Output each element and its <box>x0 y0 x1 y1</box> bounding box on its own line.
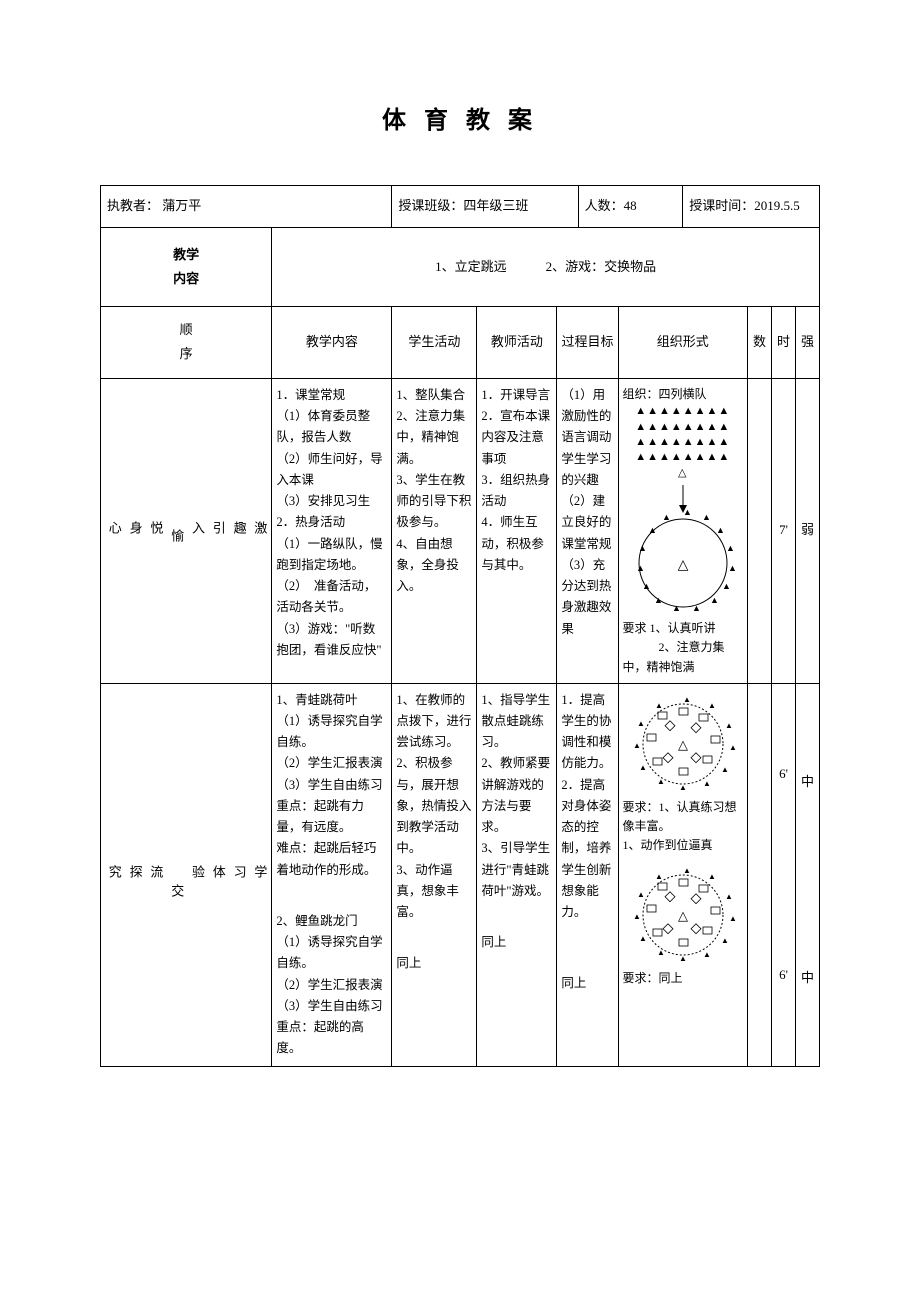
svg-text:▲: ▲ <box>633 912 641 921</box>
svg-text:△: △ <box>677 558 688 573</box>
formation-circle-3: △ ▲ ▲ ▲ ▲ ▲ ▲ ▲ ▲ ▲ ▲ ▲ ▲ <box>623 865 743 965</box>
svg-text:▲: ▲ <box>633 741 641 750</box>
formation-circle-1: △ ▲▲▲ ▲▲▲ ▲▲▲ ▲▲▲ ▲▲▲ <box>628 485 738 615</box>
section1-org-req: 要求 1、认真听讲 2、注意力集中，精神饱满 <box>623 619 743 677</box>
svg-text:▲: ▲ <box>716 525 725 535</box>
formation-triangles: ▲▲▲▲▲▲▲▲ ▲▲▲▲▲▲▲▲ ▲▲▲▲▲▲▲▲ ▲▲▲▲▲▲▲▲ △ <box>623 404 743 481</box>
svg-text:▲: ▲ <box>648 525 657 535</box>
svg-text:▲: ▲ <box>703 950 711 959</box>
formation-circle-2: △ ▲ ▲ ▲ ▲ ▲ ▲ ▲ ▲ ▲ ▲ ▲ ▲ <box>623 694 743 794</box>
teaching-content-value: 1、立定跳远 2、游戏：交换物品 <box>272 227 820 307</box>
svg-text:▲: ▲ <box>721 765 729 774</box>
section2-teacher: 1、指导学生散点蛙跳练习。 2、教师紧要讲解游戏的方法与要求。 3、引导学生进行… <box>477 683 557 1066</box>
svg-text:▲: ▲ <box>657 777 665 786</box>
teacher-name: 蒲万平 <box>162 198 201 213</box>
section2-org: △ ▲▲▲ ▲▲▲ ▲▲▲ ▲▲▲ 要求：1、认真练习想像丰富。 1 <box>618 683 747 1066</box>
col-time: 时 <box>772 307 796 379</box>
col-intensity: 强 <box>796 307 820 379</box>
svg-text:▲: ▲ <box>636 563 645 573</box>
section2-org-req1: 要求：1、认真练习想像丰富。 1、动作到位逼真 <box>623 798 743 856</box>
svg-text:▲: ▲ <box>708 872 716 881</box>
section2-content: 1、青蛙跳荷叶 （1）诱导探究自学自练。 （2）学生汇报表演 （3）学生自由练习… <box>272 683 392 1066</box>
section2-label: 学 习 体 验 交 流 探 究 <box>101 683 272 1066</box>
svg-text:▲: ▲ <box>721 936 729 945</box>
svg-text:▲: ▲ <box>729 914 737 923</box>
svg-text:▲: ▲ <box>729 743 737 752</box>
svg-text:△: △ <box>678 737 688 752</box>
svg-text:▲: ▲ <box>710 595 719 605</box>
section1-student: 1、整队集合 2、注意力集中，精神饱满。 3、学生在教师的引导下积极参与。 4、… <box>392 378 477 683</box>
section1-label: 激 趣 引 入 愉 悦 身 心 <box>101 378 272 683</box>
svg-text:▲: ▲ <box>638 543 647 553</box>
section1-teacher: 1．开课导言 2．宣布本课内容及注意事项 3．组织热身活动 4．师生互动，积极参… <box>477 378 557 683</box>
class-cell: 授课班级：四年级三班 <box>392 186 578 228</box>
svg-text:▲: ▲ <box>657 948 665 957</box>
svg-text:▲: ▲ <box>728 563 737 573</box>
section1-process: （1）用激励性的语言调动学生学习的兴趣 （2）建立良好的课堂常规 （3）充分达到… <box>557 378 618 683</box>
section1-count <box>748 378 772 683</box>
section2-row: 学 习 体 验 交 流 探 究 1、青蛙跳荷叶 （1）诱导探究自学自练。 （2）… <box>101 683 820 1066</box>
svg-text:▲: ▲ <box>725 892 733 901</box>
svg-text:▲: ▲ <box>639 763 647 772</box>
teacher-label: 执教者： <box>107 198 159 213</box>
section1-intensity: 弱 <box>796 378 820 683</box>
time-cell: 授课时间：2019.5.5 <box>683 186 820 228</box>
page-title: 体 育 教 案 <box>100 100 820 135</box>
teaching-content-row: 教学 内容 1、立定跳远 2、游戏：交换物品 <box>101 227 820 307</box>
svg-text:▲: ▲ <box>702 512 711 522</box>
svg-text:▲: ▲ <box>703 779 711 788</box>
col-sequence: 顺 序 <box>101 307 272 379</box>
col-content: 教学内容 <box>272 307 392 379</box>
teaching-content-label: 教学 内容 <box>101 227 272 307</box>
section2-student: 1、在教师的点拨下，进行尝试练习。 2、积极参与，展开想象，热情投入到教学活动中… <box>392 683 477 1066</box>
section2-time: 6' 6' <box>772 683 796 1066</box>
svg-text:▲: ▲ <box>655 872 663 881</box>
svg-text:▲: ▲ <box>639 934 647 943</box>
svg-text:▲: ▲ <box>672 603 681 613</box>
col-teacher: 教师活动 <box>477 307 557 379</box>
header-row: 执教者： 蒲万平 授课班级：四年级三班 人数：48 授课时间：2019.5.5 <box>101 186 820 228</box>
section2-intensity: 中 中 <box>796 683 820 1066</box>
svg-text:▲: ▲ <box>654 595 663 605</box>
svg-text:▲: ▲ <box>708 701 716 710</box>
svg-text:▲: ▲ <box>692 603 701 613</box>
svg-text:▲: ▲ <box>683 866 691 875</box>
svg-text:▲: ▲ <box>679 954 687 963</box>
svg-text:▲: ▲ <box>683 507 692 517</box>
svg-text:▲: ▲ <box>637 890 645 899</box>
column-header-row: 顺 序 教学内容 学生活动 教师活动 过程目标 组织形式 数 时 强 <box>101 307 820 379</box>
svg-text:▲: ▲ <box>683 695 691 704</box>
col-process: 过程目标 <box>557 307 618 379</box>
lesson-plan-table: 执教者： 蒲万平 授课班级：四年级三班 人数：48 授课时间：2019.5.5 … <box>100 185 820 1067</box>
section2-process: 1．提高学生的协调性和模仿能力。 2．提高对身体姿态的控制，培养学生创新想象能力… <box>557 683 618 1066</box>
count-cell: 人数：48 <box>578 186 683 228</box>
col-count: 数 <box>748 307 772 379</box>
svg-text:▲: ▲ <box>655 701 663 710</box>
section2-count <box>748 683 772 1066</box>
col-student: 学生活动 <box>392 307 477 379</box>
teacher-cell: 执教者： 蒲万平 <box>101 186 392 228</box>
section1-time: 7' <box>772 378 796 683</box>
section1-row: 激 趣 引 入 愉 悦 身 心 1．课堂常规 （1）体育委员整队，报告人数 （2… <box>101 378 820 683</box>
col-org: 组织形式 <box>618 307 747 379</box>
svg-text:▲: ▲ <box>637 719 645 728</box>
svg-text:▲: ▲ <box>722 581 731 591</box>
svg-text:▲: ▲ <box>642 581 651 591</box>
org-title: 组织：四列横队 <box>623 385 743 404</box>
section1-content: 1．课堂常规 （1）体育委员整队，报告人数 （2）师生问好，导入本课 （3）安排… <box>272 378 392 683</box>
svg-text:▲: ▲ <box>725 721 733 730</box>
section1-org: 组织：四列横队 ▲▲▲▲▲▲▲▲ ▲▲▲▲▲▲▲▲ ▲▲▲▲▲▲▲▲ ▲▲▲▲▲… <box>618 378 747 683</box>
svg-text:▲: ▲ <box>662 512 671 522</box>
svg-text:△: △ <box>678 908 688 923</box>
svg-text:▲: ▲ <box>679 783 687 792</box>
svg-text:▲: ▲ <box>726 543 735 553</box>
section2-org-req2: 要求：同上 <box>623 969 743 988</box>
